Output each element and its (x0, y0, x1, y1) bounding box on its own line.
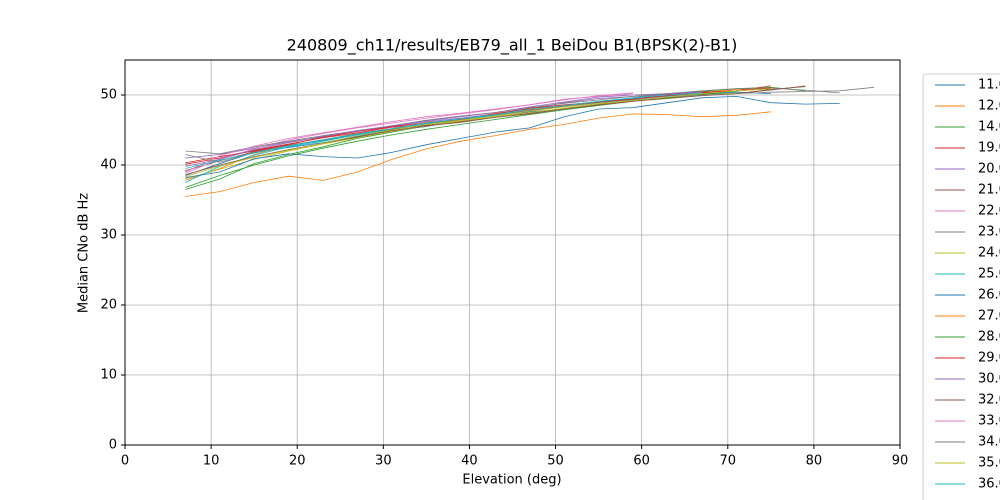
legend-label: 19.0 (978, 141, 1000, 156)
y-tick-label: 40 (100, 158, 117, 173)
series-line (185, 88, 771, 188)
legend-label: 24.0 (978, 246, 1000, 261)
legend-label: 22.0 (978, 204, 1000, 219)
plot-frame (124, 59, 901, 446)
legend-label: 11.0 (978, 78, 1000, 93)
legend-label: 26.0 (978, 288, 1000, 303)
series-line (185, 91, 702, 167)
series-line (185, 86, 806, 171)
x-tick-label: 30 (375, 454, 392, 469)
chart-title: 240809_ch11/results/EB79_all_1 BeiDou B1… (287, 36, 738, 56)
series-line (185, 85, 806, 176)
legend-label: 25.0 (978, 267, 1000, 282)
legend-label: 29.0 (978, 351, 1000, 366)
x-tick-label: 40 (461, 454, 478, 469)
series-line (185, 93, 634, 174)
y-tick-label: 10 (100, 368, 117, 383)
y-axis-label: Median CNo dB Hz (77, 193, 92, 313)
legend-label: 12.0 (978, 99, 1000, 114)
series-line (185, 86, 875, 163)
legend-label: 36.0 (978, 477, 1000, 492)
series-line (185, 95, 840, 178)
y-tick-label: 20 (100, 298, 117, 313)
legend-label: 32.0 (978, 393, 1000, 408)
series-line (185, 92, 634, 173)
x-tick-label: 10 (203, 454, 220, 469)
series-line (185, 111, 771, 197)
series-line (185, 87, 771, 164)
y-tick-label: 50 (100, 88, 117, 103)
x-tick-label: 80 (806, 454, 823, 469)
x-tick-label: 60 (633, 454, 650, 469)
legend-box (922, 73, 1000, 500)
legend-label: 28.0 (978, 330, 1000, 345)
legend-label: 35.0 (978, 456, 1000, 471)
series-line (185, 92, 702, 169)
legend-label: 20.0 (978, 162, 1000, 177)
x-tick-label: 20 (289, 454, 306, 469)
x-tick-label: 70 (720, 454, 737, 469)
legend-label: 30.0 (978, 372, 1000, 387)
legend-label: 33.0 (978, 414, 1000, 429)
x-tick-label: 50 (547, 454, 564, 469)
y-tick-label: 0 (109, 438, 117, 453)
series-line (185, 92, 737, 180)
x-tick-label: 0 (121, 454, 129, 469)
y-tick-label: 30 (100, 228, 117, 243)
legend-label: 27.0 (978, 309, 1000, 324)
series-line (185, 88, 771, 178)
legend-label: 14.0 (978, 120, 1000, 135)
legend-label: 21.0 (978, 183, 1000, 198)
series-line (185, 86, 806, 190)
series-line (185, 91, 737, 183)
x-axis-label: Elevation (deg) (462, 473, 561, 488)
series-line (185, 91, 771, 176)
legend-label: 34.0 (978, 435, 1000, 450)
legend-label: 23.0 (978, 225, 1000, 240)
x-tick-label: 90 (892, 454, 909, 469)
series-line (185, 87, 771, 181)
